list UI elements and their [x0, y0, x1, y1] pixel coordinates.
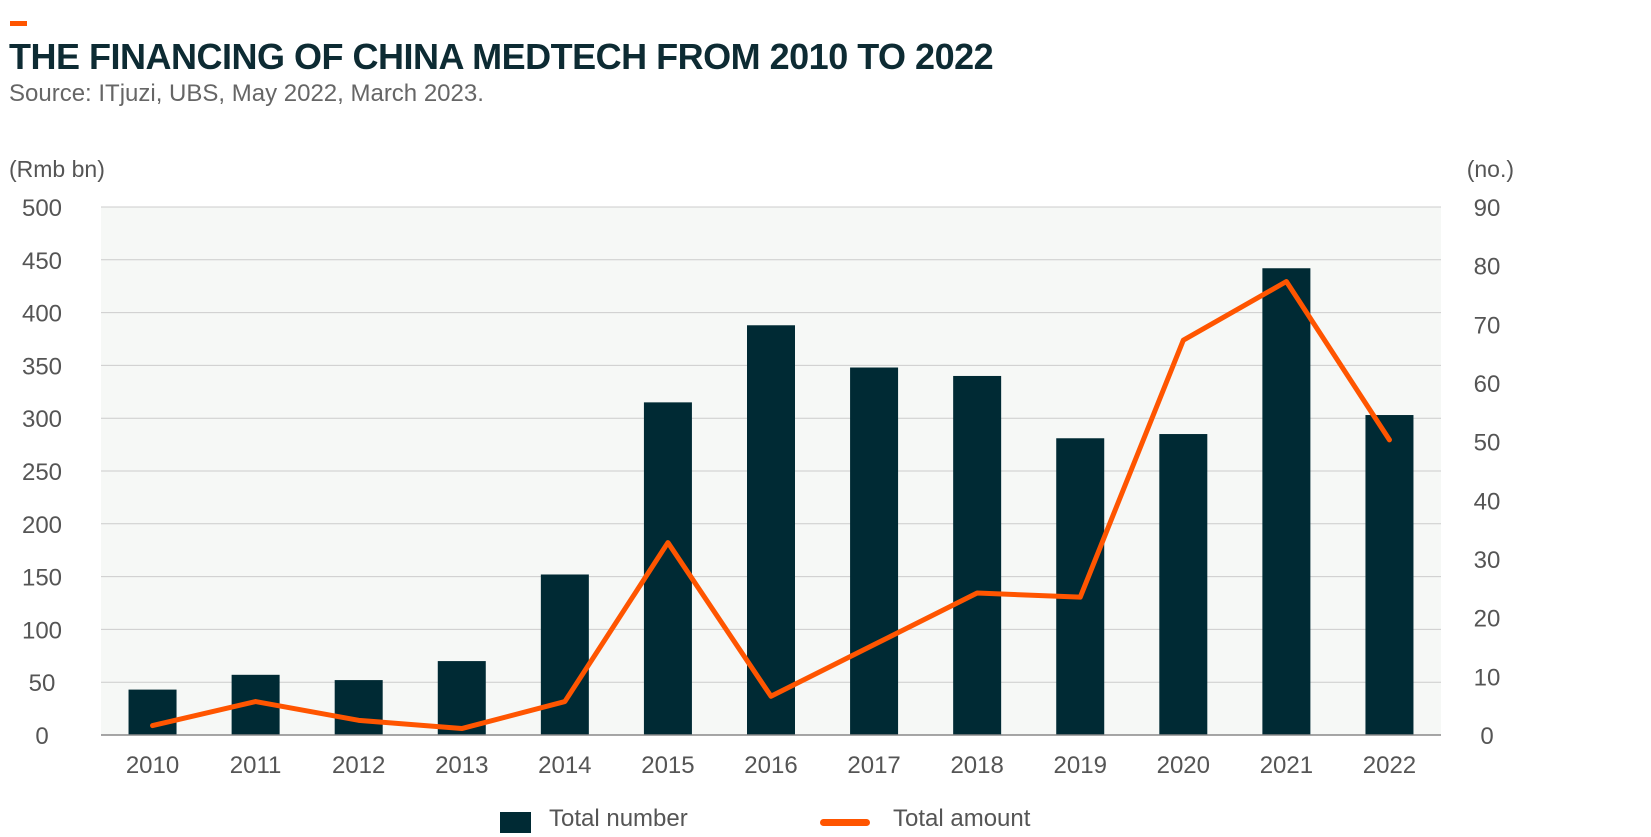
bar-total-number: [334, 680, 383, 735]
x-axis-tick-label: 2017: [847, 752, 900, 779]
left-axis-tick-label: 400: [22, 301, 62, 328]
x-axis-tick-label: 2012: [332, 752, 385, 779]
right-axis-tick-label: 60: [1474, 371, 1501, 398]
title-accent-bar: [10, 21, 27, 26]
left-axis-label: (Rmb bn): [9, 156, 105, 182]
left-axis-tick-label: 250: [22, 459, 62, 486]
x-axis-tick-label: 2019: [1054, 752, 1107, 779]
right-axis-label: (no.): [1467, 156, 1514, 182]
right-axis-tick-label: 90: [1474, 195, 1501, 222]
left-axis-tick-label: 50: [29, 670, 56, 697]
x-axis-tick-label: 2014: [538, 752, 591, 779]
x-axis-tick-label: 2010: [126, 752, 179, 779]
right-axis-tick-label: 20: [1474, 606, 1501, 633]
left-axis-tick-label: 100: [22, 617, 62, 644]
legend-label-total-number: Total number: [549, 805, 688, 832]
x-axis-tick-label: 2011: [230, 752, 282, 779]
legend-label-total-amount: Total amount: [893, 805, 1031, 832]
left-axis-tick-label: 150: [22, 565, 62, 592]
x-axis-tick-label: 2013: [435, 752, 488, 779]
right-axis-tick-label: 40: [1474, 488, 1501, 515]
bar-total-number: [747, 325, 795, 735]
x-axis-tick-label: 2020: [1157, 752, 1210, 779]
chart-source: Source: ITjuzi, UBS, May 2022, March 202…: [9, 80, 484, 107]
left-axis-tick-label: 200: [22, 512, 62, 539]
bar-total-number: [1056, 438, 1105, 735]
bar-total-number: [850, 367, 899, 735]
legend-swatch-total-number: [500, 812, 531, 833]
x-axis-tick-label: 2018: [950, 752, 1003, 779]
bar-total-number: [953, 375, 1002, 735]
bar-total-number: [540, 574, 589, 735]
x-axis-tick-label: 2022: [1363, 752, 1416, 779]
right-axis-tick-label: 80: [1474, 254, 1501, 281]
right-axis-tick-label: 70: [1474, 312, 1501, 339]
right-axis-tick-label: 30: [1474, 547, 1501, 574]
left-axis-tick-label: 350: [22, 353, 62, 380]
bar-total-number: [1159, 434, 1208, 735]
chart-title: THE FINANCING OF CHINA MEDTECH FROM 2010…: [9, 36, 994, 77]
bar-total-number: [1262, 268, 1311, 735]
x-axis-tick-label: 2015: [641, 752, 694, 779]
legend-swatch-total-amount: [820, 819, 870, 826]
right-axis-tick-label: 10: [1474, 664, 1501, 691]
x-axis-tick-label: 2021: [1260, 752, 1313, 779]
left-axis-tick-label: 450: [22, 248, 62, 275]
x-axis-tick-label: 2016: [744, 752, 797, 779]
left-axis-tick-label: 0: [35, 723, 48, 750]
bar-total-number: [1365, 415, 1414, 735]
right-axis-tick-label: 0: [1480, 723, 1493, 750]
left-axis-tick-label: 300: [22, 406, 62, 433]
left-axis-tick-label: 500: [22, 195, 62, 222]
right-axis-tick-label: 50: [1474, 430, 1501, 457]
bar-total-number: [128, 689, 177, 735]
